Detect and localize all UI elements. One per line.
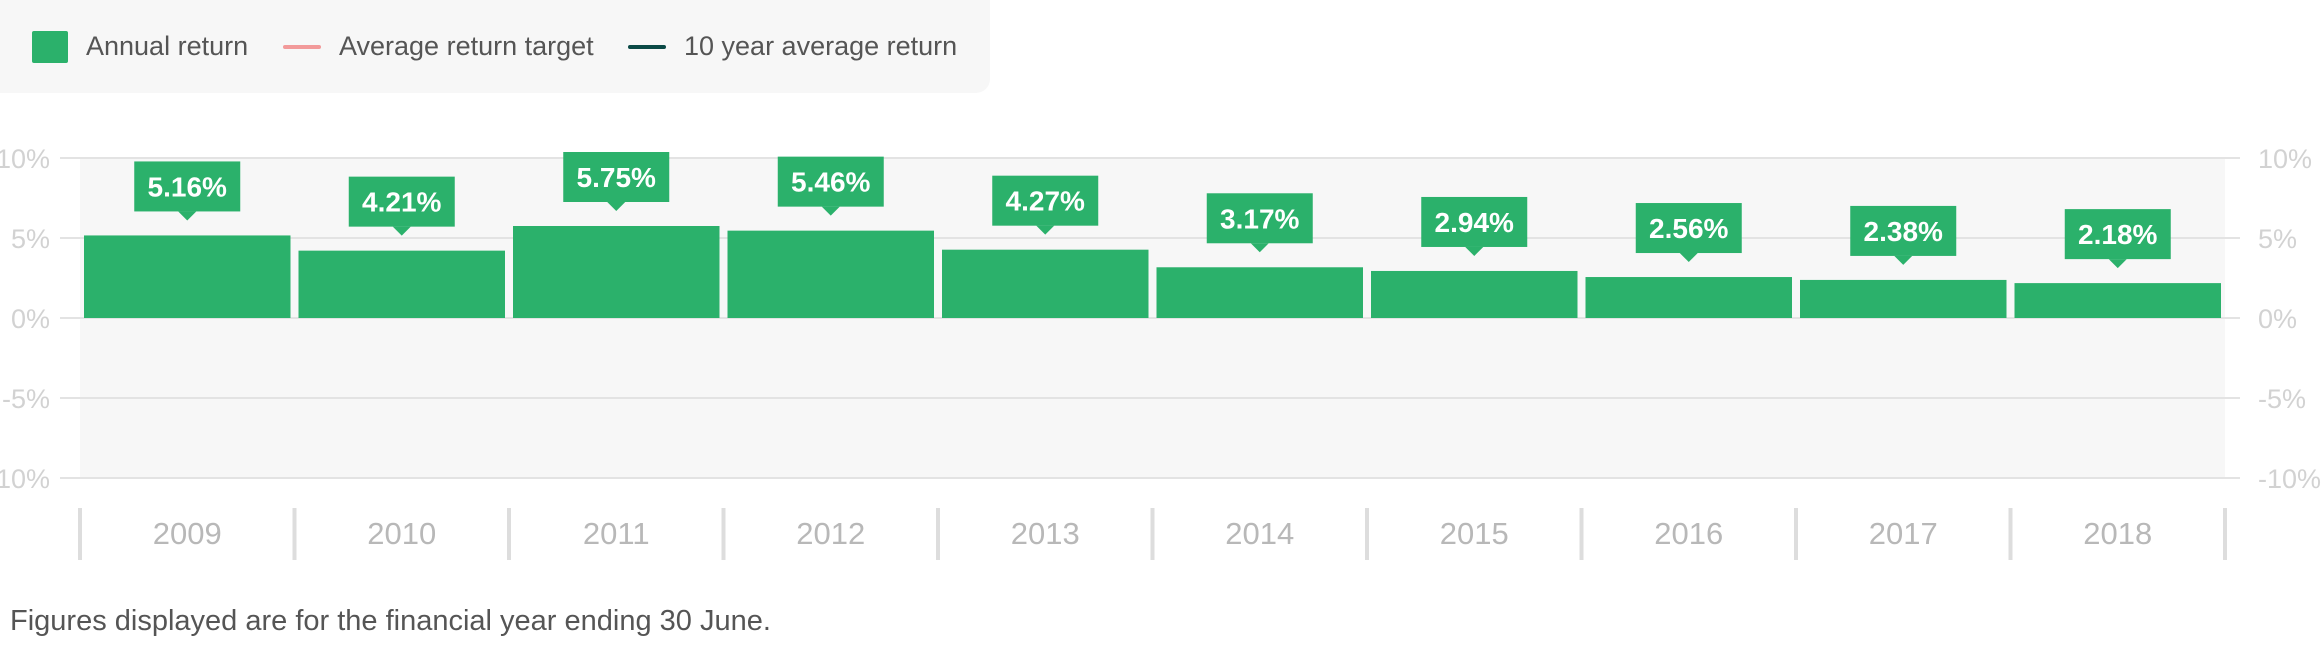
legend-label: Average return target: [339, 31, 594, 61]
data-label-pointer: [1894, 255, 1913, 265]
x-tick-label: 2009: [153, 516, 222, 551]
data-label-pointer: [607, 202, 626, 211]
data-label: 5.46%: [791, 167, 870, 198]
data-label: 5.16%: [148, 171, 227, 202]
data-label-box: [2064, 209, 2171, 260]
x-tick-label: 2012: [796, 516, 865, 551]
y-tick-label-left: -10%: [0, 464, 50, 494]
data-label-box: [348, 176, 455, 227]
x-tick-label: 2018: [2083, 516, 2152, 551]
data-label: 2.94%: [1435, 207, 1514, 238]
y-tick-label-right: 5%: [2258, 224, 2297, 254]
y-tick-label-right: 10%: [2258, 144, 2312, 174]
bar: [2014, 283, 2221, 318]
data-label-pointer: [1036, 225, 1055, 235]
y-tick-label-left: 10%: [0, 144, 50, 174]
y-tick-label-left: 0%: [11, 304, 50, 334]
data-label-pointer: [2108, 259, 2127, 269]
data-label-box: [1206, 193, 1313, 244]
x-tick-label: 2014: [1225, 516, 1294, 551]
x-tick-label: 2015: [1440, 516, 1509, 551]
data-label-pointer: [1250, 243, 1269, 253]
legend-label: Annual return: [86, 31, 249, 61]
chart-legend: Annual return Average return target 10 yea…: [0, 0, 990, 93]
y-tick-label-right: -10%: [2258, 464, 2321, 494]
data-label: 5.75%: [577, 162, 656, 193]
data-label-pointer: [1465, 246, 1484, 256]
data-label-pointer: [1679, 253, 1698, 263]
bar: [942, 249, 1149, 318]
x-tick-label: 2011: [583, 516, 650, 551]
legend-item: Average return target: [283, 0, 594, 93]
data-label-box: [992, 175, 1099, 226]
data-label: 2.56%: [1649, 213, 1728, 244]
bar: [298, 250, 505, 318]
legend-label: 10 year average return: [684, 31, 958, 61]
bar: [1156, 267, 1363, 318]
y-tick-label-left: -5%: [2, 384, 50, 414]
data-label: 3.17%: [1220, 203, 1299, 234]
y-tick-label-right: -5%: [2258, 384, 2306, 414]
x-tick-label: 2010: [367, 516, 436, 551]
data-label: 2.18%: [2078, 219, 2157, 250]
data-label-box: [1635, 203, 1742, 254]
data-label-box: [1850, 205, 1957, 256]
bar: [84, 235, 291, 318]
bar-chart: 10% 10% 5% 5% 0% 0% -5% -5% -10% -10% 5.16% 2009 4.2…: [0, 144, 2321, 560]
x-tick-label: 2016: [1654, 516, 1723, 551]
data-label-box: [777, 156, 884, 207]
legend-line: [283, 44, 321, 49]
bar: [1371, 270, 1578, 318]
x-tick-label: 2013: [1011, 516, 1080, 551]
footnote: Figures displayed are for the financial …: [10, 605, 771, 637]
data-label-pointer: [821, 206, 840, 216]
bar: [727, 230, 934, 318]
legend-item: 10 year average return: [628, 0, 957, 93]
legend-line: [628, 44, 666, 49]
data-label: 2.38%: [1864, 216, 1943, 247]
data-label-box: [563, 152, 670, 202]
y-tick-label-left: 5%: [11, 224, 50, 254]
legend-item: Annual return: [32, 0, 248, 93]
data-label-box: [1421, 196, 1528, 247]
data-label: 4.21%: [362, 187, 441, 218]
legend-swatch: [32, 30, 68, 63]
x-tick-label: 2017: [1869, 516, 1938, 551]
data-label-box: [134, 161, 241, 212]
data-label: 4.27%: [1006, 186, 1085, 217]
data-label-pointer: [392, 226, 411, 236]
data-label-pointer: [178, 211, 197, 221]
y-tick-label-right: 0%: [2258, 304, 2297, 334]
bar: [1585, 277, 1792, 318]
bar: [513, 226, 720, 318]
bar: [1800, 279, 2007, 318]
